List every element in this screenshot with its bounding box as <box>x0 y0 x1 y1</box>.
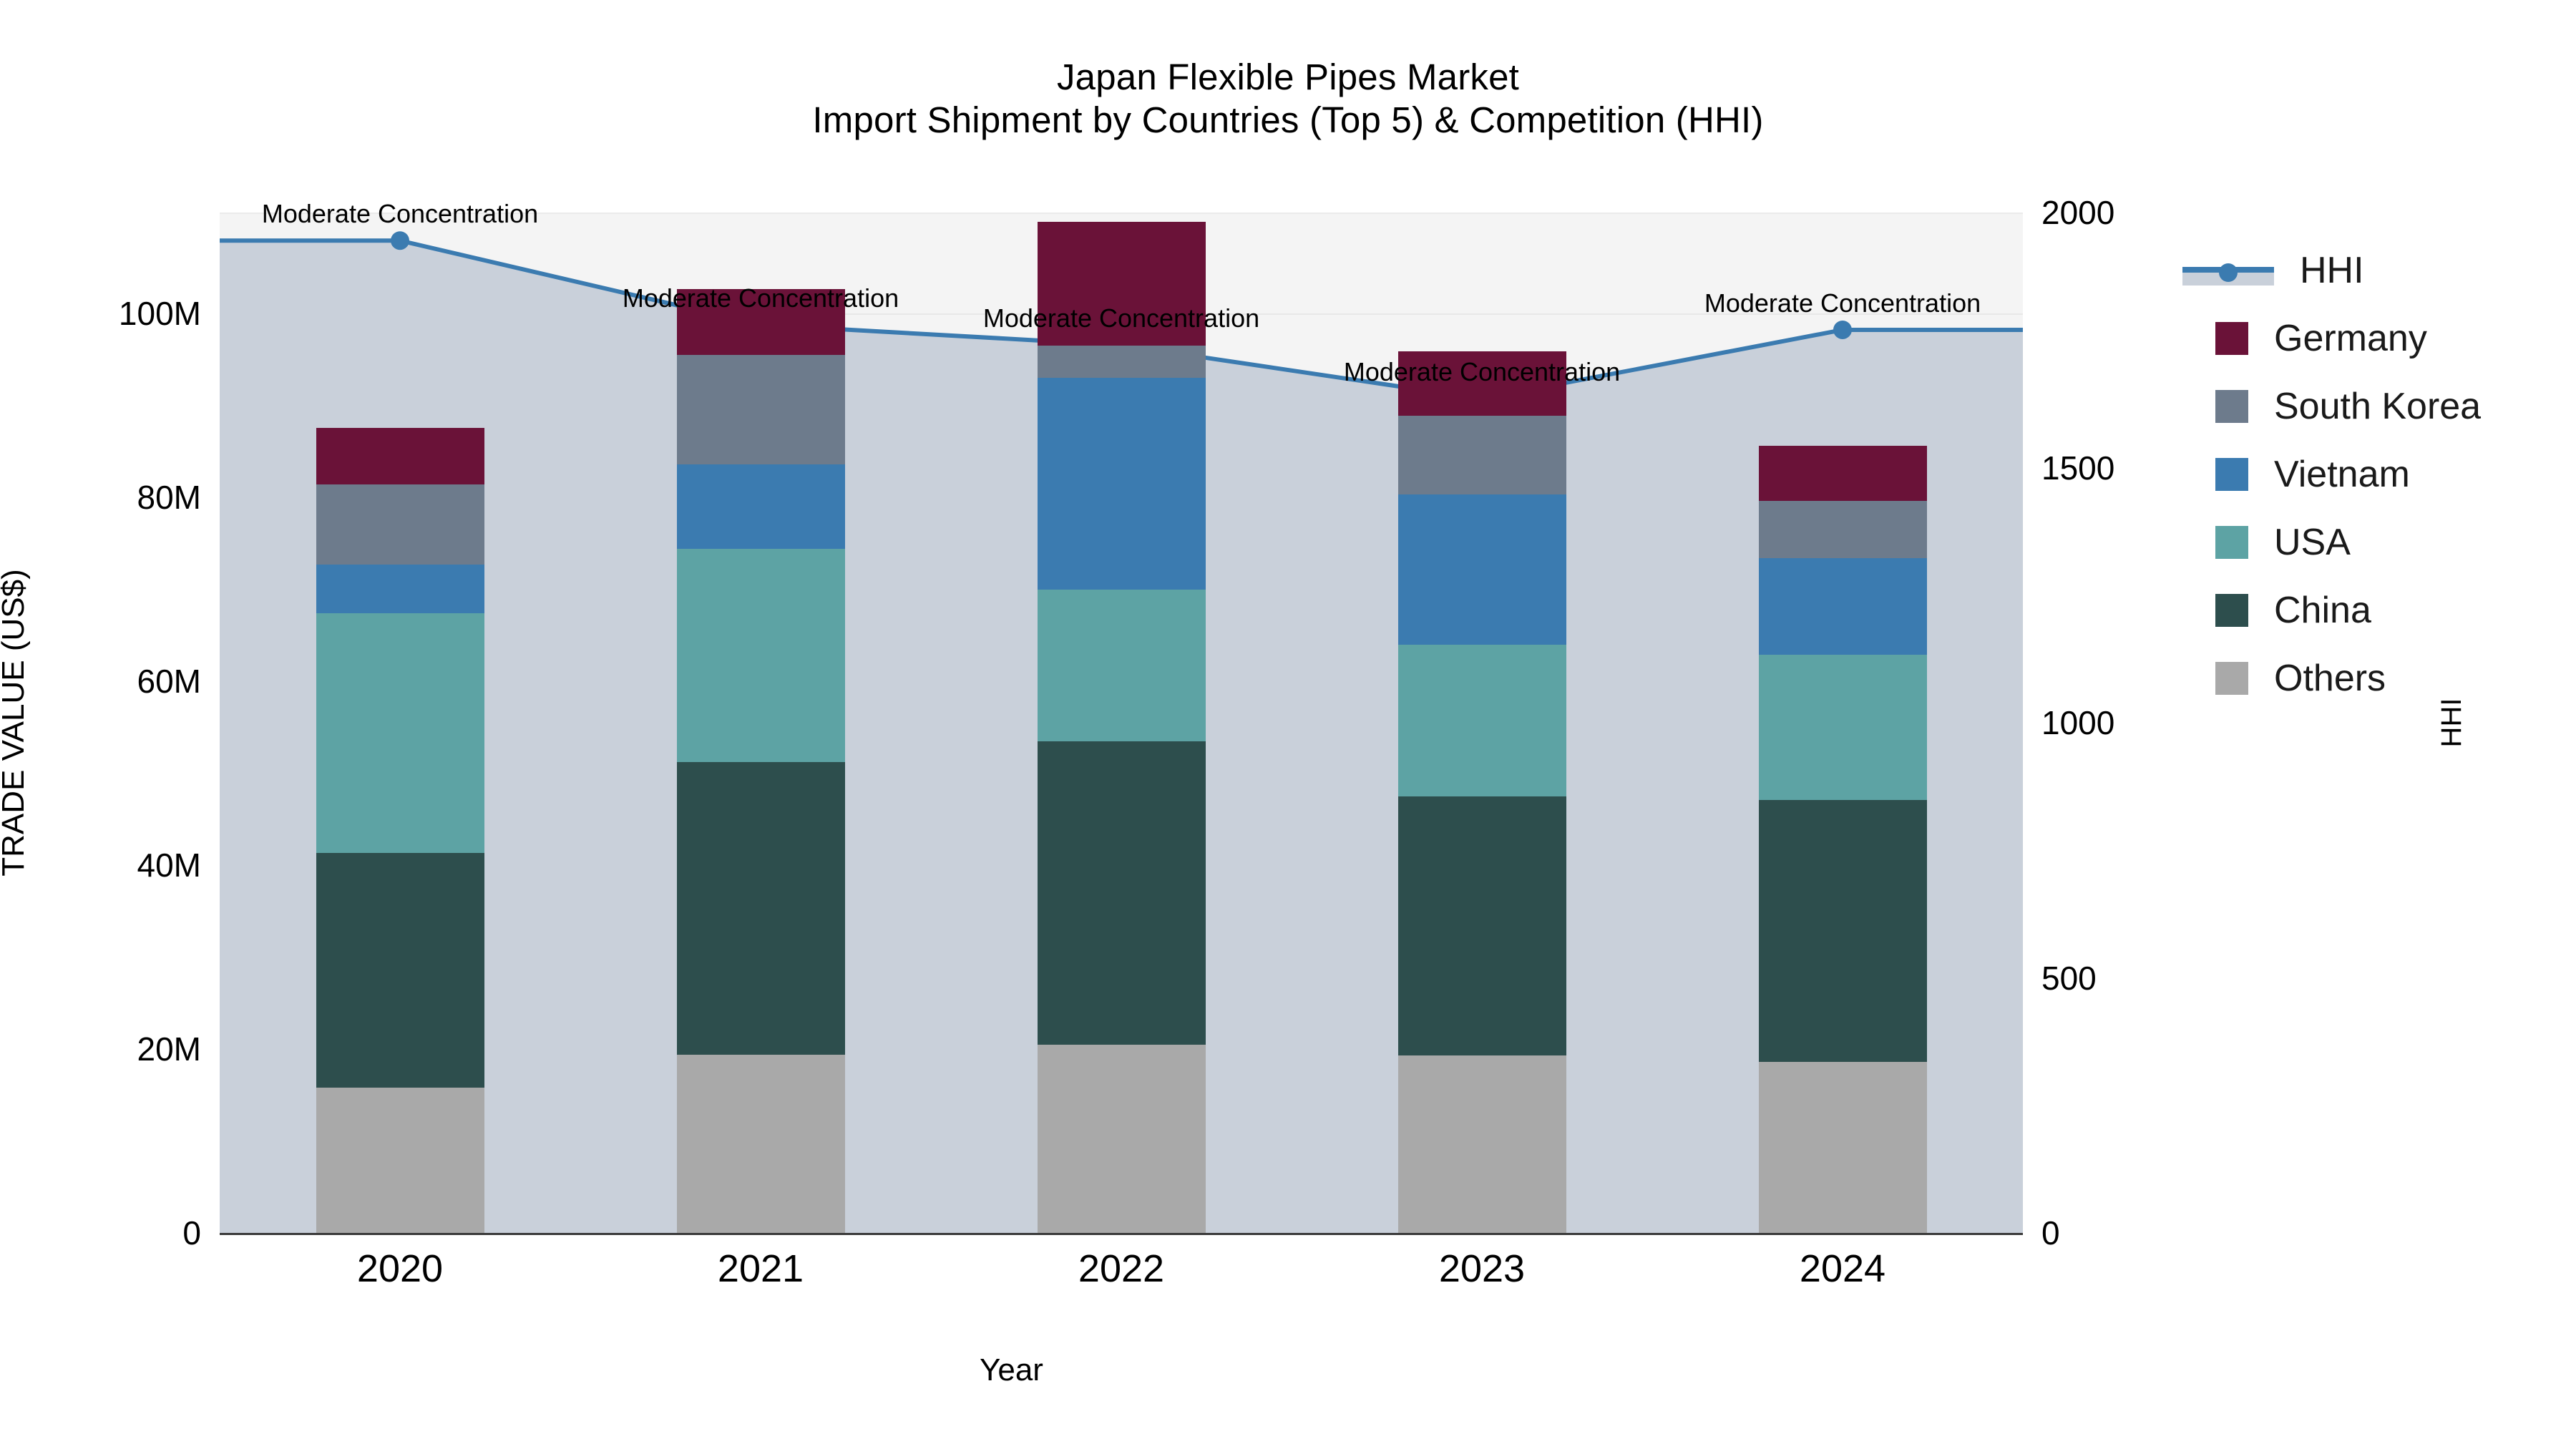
x-axis-title: Year <box>980 1352 1043 1387</box>
bar-segment[interactable] <box>676 762 845 1055</box>
bar-segment[interactable] <box>1397 1055 1566 1233</box>
chart-subtitle: Import Shipment by Countries (Top 5) & C… <box>812 99 1764 141</box>
y2-axis-tick-label: 2000 <box>2041 194 2115 231</box>
bar-segment[interactable] <box>1758 799 1927 1063</box>
page-title: Japan Flexible Pipes Market <box>1056 57 1520 97</box>
x-axis-tick-label: 2020 <box>356 1247 444 1290</box>
legend-color-swatch-icon <box>2215 661 2248 695</box>
legend-color-swatch-icon <box>2215 321 2248 355</box>
bar-segment[interactable] <box>1397 644 1566 796</box>
legend-item[interactable]: Vietnam <box>2182 440 2569 508</box>
bar-segment[interactable] <box>676 288 845 356</box>
legend-item-label: China <box>2274 589 2371 631</box>
bar-segment[interactable] <box>316 484 484 565</box>
chart-title-block: Japan Flexible Pipes Market Import Shipm… <box>0 56 2576 142</box>
legend-color-swatch-icon <box>2215 389 2248 423</box>
bar-segment[interactable] <box>1758 501 1927 559</box>
bar-segment[interactable] <box>1037 221 1206 346</box>
bar-segment[interactable] <box>676 355 845 465</box>
legend-item[interactable]: Germany <box>2182 304 2569 372</box>
y2-axis-tick-label: 1000 <box>2041 704 2115 741</box>
bar-segment[interactable] <box>1397 351 1566 416</box>
y2-axis-tick-label: 500 <box>2041 959 2097 997</box>
bar-segment[interactable] <box>1037 378 1206 590</box>
concentration-annotation: Moderate Concentration <box>622 283 899 313</box>
bar-segment[interactable] <box>1037 589 1206 741</box>
bar-segment[interactable] <box>1758 654 1927 800</box>
bar-segment[interactable] <box>1758 1062 1927 1233</box>
bar-segment[interactable] <box>1037 346 1206 379</box>
bar-stack[interactable] <box>676 213 845 1233</box>
legend-color-swatch-icon <box>2215 525 2248 559</box>
gridline-y2 <box>220 213 2023 214</box>
legend-item[interactable]: HHI <box>2182 236 2569 304</box>
bar-stack[interactable] <box>316 213 484 1233</box>
bar-stack[interactable] <box>1758 213 1927 1233</box>
legend-item-label: USA <box>2274 521 2351 563</box>
hhi-line-swatch-icon <box>2182 254 2274 287</box>
legend-item[interactable]: Others <box>2182 644 2569 712</box>
concentration-annotation: Moderate Concentration <box>982 303 1260 333</box>
bar-segment[interactable] <box>1758 446 1927 502</box>
legend-item-label: HHI <box>2300 249 2364 291</box>
bar-segment[interactable] <box>316 613 484 854</box>
y2-axis-tick-label: 0 <box>2041 1214 2060 1252</box>
legend-item[interactable]: South Korea <box>2182 372 2569 440</box>
y-axis-tick-label: 100M <box>118 295 201 333</box>
bar-segment[interactable] <box>1037 741 1206 1045</box>
legend-item[interactable]: USA <box>2182 508 2569 576</box>
bar-stack[interactable] <box>1037 213 1206 1233</box>
concentration-annotation: Moderate Concentration <box>261 199 539 229</box>
legend-color-swatch-icon <box>2215 593 2248 627</box>
y-axis-tick-label: 0 <box>182 1214 201 1252</box>
bar-segment[interactable] <box>316 427 484 485</box>
legend-item-label: Germany <box>2274 317 2427 359</box>
bar-segment[interactable] <box>1397 796 1566 1056</box>
plot-area <box>220 213 2023 1234</box>
legend-item[interactable]: China <box>2182 576 2569 644</box>
bar-segment[interactable] <box>676 464 845 550</box>
bar-segment[interactable] <box>316 565 484 614</box>
y-axis-tick-label: 80M <box>137 479 201 517</box>
bar-segment[interactable] <box>1758 558 1927 655</box>
y-axis-tick-label: 20M <box>137 1030 201 1068</box>
x-axis-tick-label: 2023 <box>1438 1247 1526 1290</box>
y-axis-tick-label: 40M <box>137 847 201 884</box>
bar-segment[interactable] <box>316 853 484 1088</box>
concentration-annotation: Moderate Concentration <box>1704 288 1981 318</box>
hhi-data-point[interactable] <box>1833 320 1852 339</box>
bar-stack[interactable] <box>1397 213 1566 1233</box>
bar-segment[interactable] <box>1397 494 1566 645</box>
x-axis-line <box>220 1233 2023 1235</box>
bar-segment[interactable] <box>676 549 845 763</box>
y-axis-tick-label: 60M <box>137 663 201 701</box>
x-axis-tick-label: 2022 <box>1078 1247 1165 1290</box>
legend-color-swatch-icon <box>2215 457 2248 491</box>
y-axis-left-title: TRADE VALUE (US$) <box>0 569 31 877</box>
bar-segment[interactable] <box>1037 1044 1206 1233</box>
bar-segment[interactable] <box>316 1088 484 1233</box>
bar-segment[interactable] <box>1397 415 1566 495</box>
legend-item-label: Vietnam <box>2274 453 2410 495</box>
hhi-marker-icon <box>2219 263 2238 282</box>
x-axis-tick-label: 2021 <box>717 1247 804 1290</box>
x-axis-tick-label: 2024 <box>1799 1247 1886 1290</box>
bar-segment[interactable] <box>676 1054 845 1233</box>
legend-item-label: South Korea <box>2274 385 2482 427</box>
legend: HHI Germany South Korea Vietnam USA China Othe… <box>2182 236 2569 712</box>
legend-item-label: Others <box>2274 657 2386 699</box>
hhi-data-point[interactable] <box>391 231 409 250</box>
y2-axis-tick-label: 1500 <box>2041 449 2115 487</box>
concentration-annotation: Moderate Concentration <box>1343 357 1621 387</box>
